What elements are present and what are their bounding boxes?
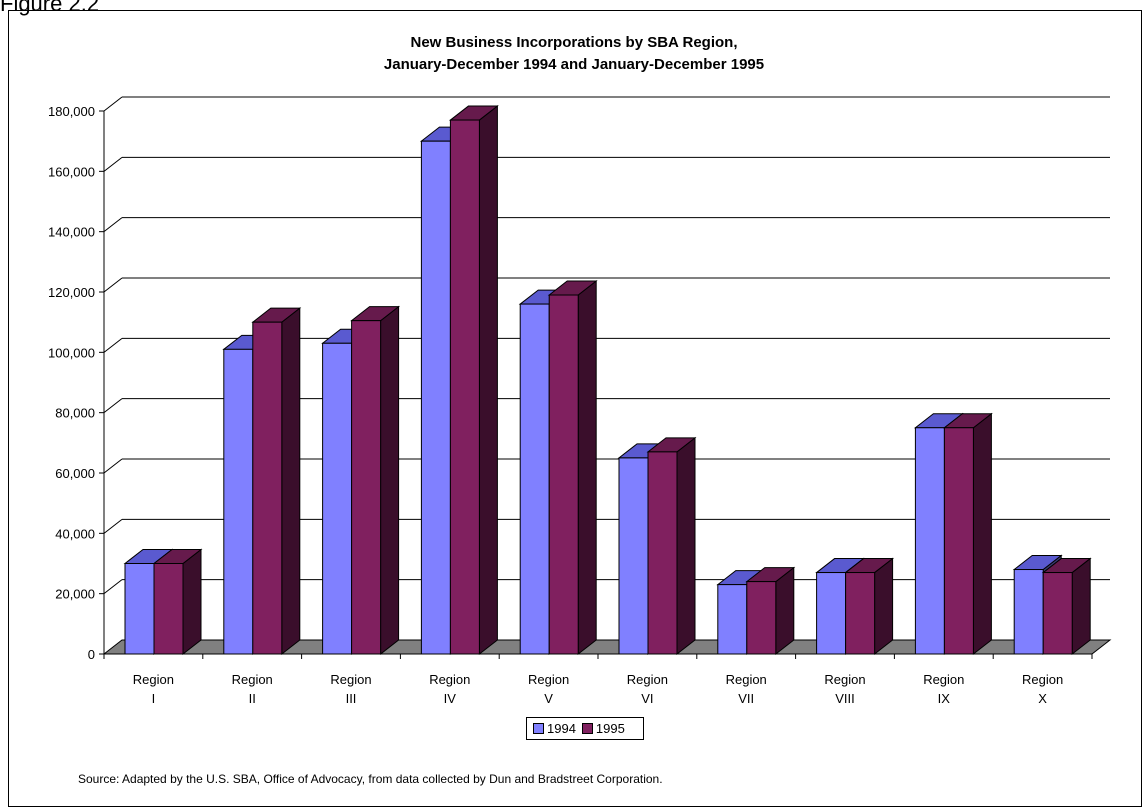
bar-front (420, 140, 451, 655)
y-tick-label: 0 (88, 647, 95, 662)
gridline-depth (103, 579, 123, 595)
legend-item-1994: 1994 (533, 721, 576, 736)
legend: 1994 1995 (526, 717, 644, 740)
bar-front (124, 563, 155, 655)
x-tick-label: Region VII (726, 672, 767, 706)
legend-label-1995: 1995 (595, 721, 625, 736)
bar-1995-10 (1041, 557, 1092, 656)
legend-item-1995: 1995 (581, 721, 625, 736)
source-note: Source: Adapted by the U.S. SBA, Office … (78, 772, 663, 786)
bar-front (153, 563, 184, 655)
bar-1995-4 (448, 105, 499, 656)
bar-front (548, 294, 579, 655)
bar-front (914, 427, 945, 655)
legend-swatch-1994 (533, 723, 544, 734)
bar-front (647, 451, 678, 655)
bar-1995-6 (646, 436, 697, 656)
gridline-depth (103, 156, 123, 172)
bar-front (252, 321, 283, 655)
bar-front (322, 342, 353, 655)
bar-front (519, 303, 550, 655)
bar-front (845, 572, 876, 655)
legend-label-1994: 1994 (547, 721, 576, 736)
bar-1995-2 (251, 307, 302, 656)
chart-title-line1: New Business Incorporations by SBA Regio… (410, 34, 738, 51)
x-tick-label: Region I (133, 672, 174, 706)
chart-title-line2: January-December 1994 and January-Decemb… (383, 56, 765, 73)
y-tick-label: 40,000 (55, 526, 95, 541)
bar-front (746, 581, 777, 655)
chart-frame (8, 10, 1142, 807)
bar-front (351, 320, 382, 655)
bar-front (717, 584, 748, 655)
bar-side (281, 307, 301, 656)
gridline-depth (103, 337, 123, 353)
y-tick-label: 80,000 (55, 406, 95, 421)
bar-side (972, 412, 992, 656)
y-tick-label: 120,000 (48, 285, 95, 300)
bar-front (1042, 572, 1073, 655)
bar-front (449, 119, 480, 655)
bar-front (816, 572, 847, 655)
gridline-depth (103, 277, 123, 293)
bar-front (943, 427, 974, 655)
bar-1995-5 (547, 279, 598, 656)
y-tick-label: 60,000 (55, 466, 95, 481)
y-tick-label: 140,000 (48, 225, 95, 240)
bar-side (380, 305, 400, 656)
bar-side (775, 566, 795, 656)
bar-side (676, 436, 696, 656)
bar-side (182, 548, 202, 656)
y-tick-label: 100,000 (48, 345, 95, 360)
bar-side (1071, 557, 1091, 656)
x-tick-label: Region II (232, 672, 273, 706)
gridline-depth (103, 398, 123, 414)
bar-1995-8 (844, 557, 895, 656)
x-tick-label: Region IX (923, 672, 964, 706)
x-tick-label: Region IV (429, 672, 470, 706)
bar-side (577, 279, 597, 656)
bar-1995-7 (745, 566, 796, 656)
bar-front (223, 348, 254, 655)
bar-front (618, 457, 649, 655)
y-tick-label: 180,000 (48, 104, 95, 119)
x-tick-label: Region VIII (824, 672, 865, 706)
y-tick-label: 20,000 (55, 587, 95, 602)
gridline-depth (103, 518, 123, 534)
x-tick-label: Region V (528, 672, 569, 706)
y-tick-label: 160,000 (48, 164, 95, 179)
bar-front (1013, 569, 1044, 655)
bar-1995-3 (350, 305, 401, 656)
bar-side (874, 557, 894, 656)
x-tick-label: Region III (330, 672, 371, 706)
x-tick-label: Region VI (627, 672, 668, 706)
bar-side (478, 105, 498, 656)
gridline-depth (103, 458, 123, 474)
legend-swatch-1995 (581, 723, 593, 734)
x-tick-label: Region X (1022, 672, 1063, 706)
figure-label: Figure 2.2 (0, 0, 100, 16)
bar-1995-9 (942, 412, 993, 656)
bar-1995-1 (152, 548, 203, 656)
gridline-depth (103, 217, 123, 233)
gridline-depth (103, 96, 123, 112)
